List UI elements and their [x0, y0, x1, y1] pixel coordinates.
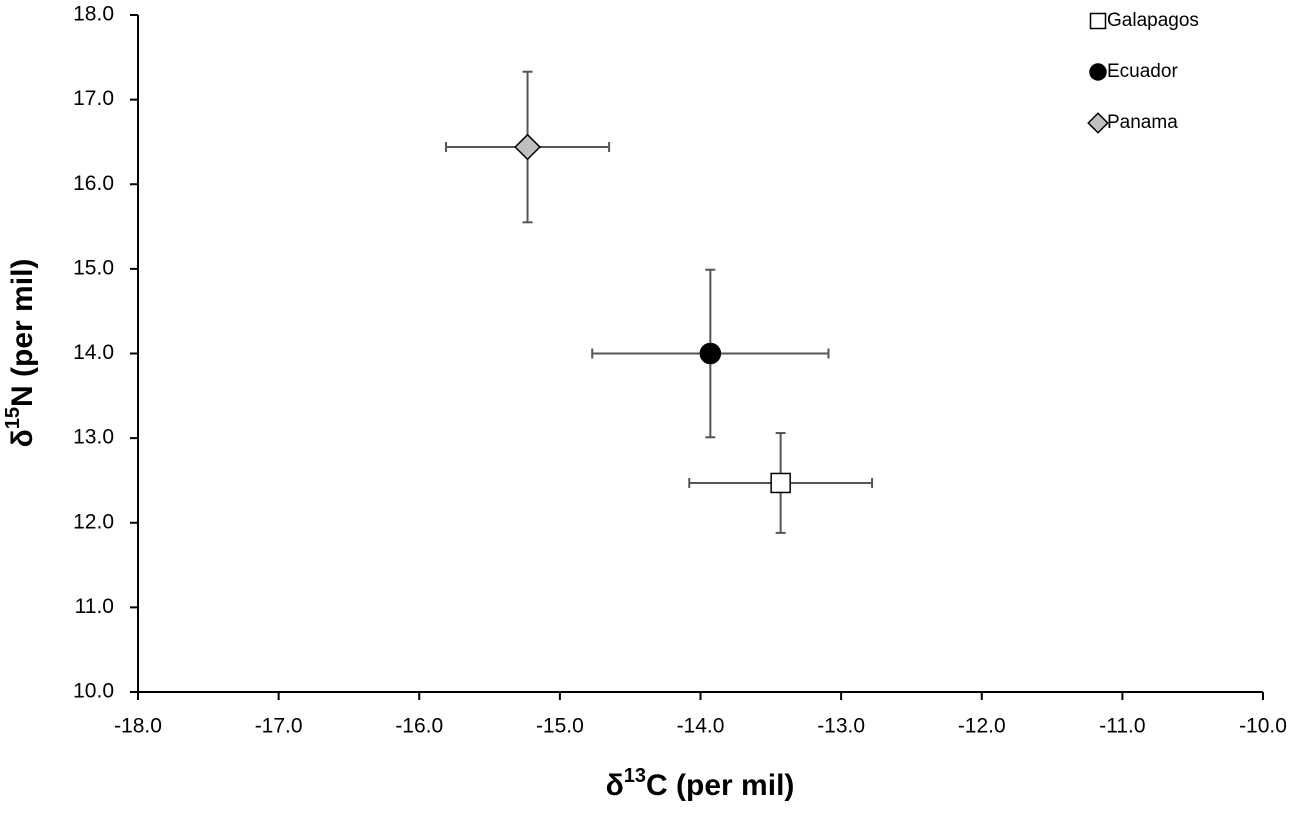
y-tick-label: 11.0 [75, 595, 114, 618]
x-tick-label: -16.0 [395, 715, 443, 738]
point [770, 472, 791, 494]
y-tick-label: 10.0 [73, 680, 114, 703]
y-tick-label: 18.0 [73, 3, 114, 26]
y-tick-label: 13.0 [73, 426, 114, 449]
legend-marker [1089, 12, 1107, 30]
y-axis-title: δ15N (per mil) [2, 259, 39, 448]
legend-label: Galapagos [1107, 10, 1199, 31]
x-tick-label: -11.0 [1099, 715, 1145, 738]
y-tick-label: 12.0 [73, 510, 114, 533]
x-tick-label: -15.0 [536, 715, 584, 738]
x-tick-label: -18.0 [114, 715, 162, 738]
x-tick-label: -10.0 [1239, 715, 1287, 738]
point [514, 133, 541, 161]
legend-label: Panama [1107, 112, 1178, 133]
x-tick-label: -17.0 [255, 715, 303, 738]
y-tick-label: 15.0 [73, 256, 114, 279]
x-tick-label: -12.0 [958, 715, 1006, 738]
legend-label: Ecuador [1107, 61, 1178, 82]
point [699, 342, 722, 365]
legend-marker [1087, 112, 1109, 134]
x-tick-label: -13.0 [817, 715, 865, 738]
y-tick-label: 17.0 [73, 87, 114, 110]
legend-marker [1089, 63, 1107, 81]
x-axis-title: δ13C (per mil) [606, 765, 795, 802]
y-tick-label: 16.0 [73, 172, 114, 195]
x-tick-label: -14.0 [677, 715, 725, 738]
y-tick-label: 14.0 [73, 341, 114, 364]
